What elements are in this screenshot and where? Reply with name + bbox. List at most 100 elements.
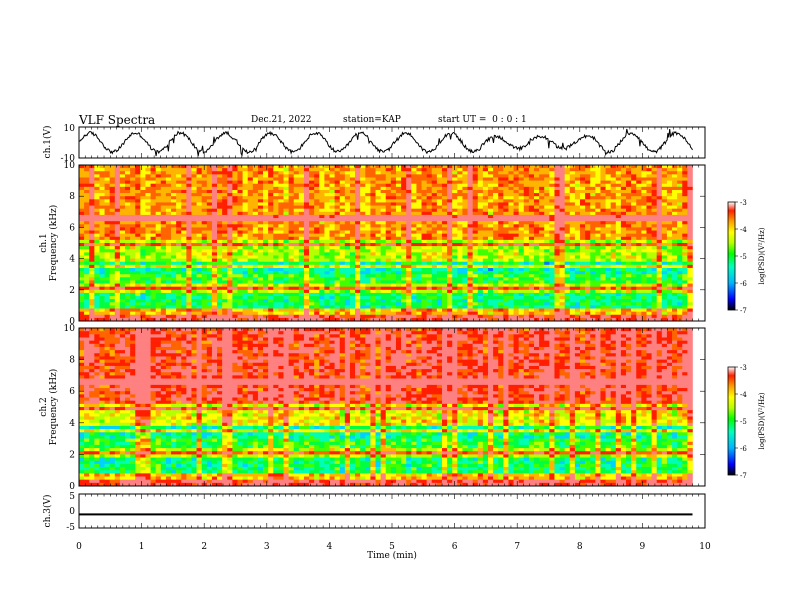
spectrogram-cell [600, 193, 606, 197]
spectrogram-cell [222, 183, 228, 188]
spectrogram-cell [666, 196, 673, 200]
spectrogram-cell [339, 233, 346, 238]
spectrogram-cell [232, 264, 238, 269]
spectrogram-cell [283, 239, 289, 244]
spectrogram-cell [431, 186, 438, 191]
spectrogram-cell [523, 274, 530, 278]
spectrogram-cell [401, 211, 407, 216]
spectrogram-cell [237, 277, 243, 281]
spectrogram-cell [196, 255, 202, 259]
spectrogram-cell [135, 168, 141, 172]
spectrogram-cell [217, 277, 223, 281]
spectrogram-cell [380, 199, 387, 203]
spectrogram-cell [191, 277, 197, 281]
spectrogram-cell [298, 199, 305, 203]
spectrogram-cell [426, 186, 433, 191]
spectrogram-cell [426, 193, 433, 197]
spectrogram-cell [518, 202, 525, 206]
spectrogram-cell [447, 274, 453, 278]
spectrogram-cell [559, 277, 565, 281]
spectrogram-cell [227, 168, 233, 172]
spectrogram-cell [395, 271, 402, 275]
spectrogram-cell [247, 165, 254, 169]
spectrogram-cell [641, 289, 647, 294]
spectrogram-cell [503, 267, 509, 272]
spectrogram-cell [580, 165, 586, 169]
spectrogram-cell [528, 189, 535, 194]
spectrogram-cell [539, 214, 545, 219]
spectrogram-cell [498, 289, 504, 294]
spectrogram-cell [390, 267, 397, 272]
spectrogram-cell [447, 239, 453, 244]
spectrogram-cell [283, 271, 289, 275]
spectrogram-cell [661, 249, 668, 253]
ch1-spectrogram-cells [79, 165, 693, 322]
spectrogram-cell [252, 186, 259, 191]
spectrogram-cell [595, 258, 601, 263]
spectrogram-cell [590, 283, 596, 287]
spectrogram-cell [564, 274, 571, 278]
spectrogram-cell [651, 261, 657, 266]
spectrogram-cell [380, 193, 387, 197]
spectrogram-cell [355, 277, 361, 281]
spectrogram-cell [119, 177, 126, 181]
spectrogram-cell [672, 274, 678, 278]
spectrogram-cell [339, 264, 346, 269]
spectrogram-cell [580, 283, 586, 287]
spectrogram-cell [150, 208, 156, 213]
spectrogram-cell [217, 283, 223, 287]
spectrogram-cell [401, 174, 407, 178]
spectrogram-cell [191, 280, 197, 284]
spectrogram-cell [130, 189, 136, 194]
spectrogram-cell [130, 283, 136, 287]
spectrogram-cell [160, 249, 167, 253]
spectrogram-cell [687, 193, 693, 197]
spectrogram-cell [206, 230, 213, 234]
spectrogram-cell [585, 221, 591, 225]
spectrogram-cell [447, 283, 453, 287]
spectrogram-cell [278, 261, 284, 266]
spectrogram-cell [666, 249, 673, 253]
spectrogram-cell [84, 193, 90, 197]
spectrogram-cell [672, 214, 678, 219]
spectrogram-cell [513, 286, 519, 291]
spectrogram-cell [165, 196, 172, 200]
spectrogram-cell [104, 227, 110, 231]
spectrogram-cell [677, 196, 683, 200]
spectrogram-cell [247, 189, 254, 194]
spectrogram-cell [252, 208, 259, 213]
spectrogram-cell [237, 280, 243, 284]
spectrogram-cell [610, 214, 617, 219]
spectrogram-cell [263, 168, 269, 172]
spectrogram-cell [334, 208, 341, 213]
spectrogram-cell [600, 174, 606, 178]
spectrogram-cell [580, 202, 586, 206]
spectrogram-cell [79, 246, 85, 250]
spectrogram-cell [375, 261, 381, 266]
spectrogram-cell [421, 183, 427, 188]
spectrogram-cell [426, 171, 433, 175]
spectrogram-cell [324, 261, 330, 266]
spectrogram-cell [416, 227, 422, 231]
spectrogram-cell [119, 171, 126, 175]
spectrogram-cell [411, 183, 417, 188]
spectrogram-cell [595, 227, 601, 231]
spectrogram-cell [273, 255, 279, 259]
spectrogram-cell [355, 227, 361, 231]
spectrogram-cell [109, 249, 116, 253]
spectrogram-cell [441, 280, 448, 284]
spectrogram-cell [109, 289, 116, 294]
spectrogram-cell [626, 230, 632, 234]
spectrogram-cell [401, 274, 407, 278]
spectrogram-cell [227, 246, 233, 250]
spectrogram-cell [140, 271, 146, 275]
spectrogram-cell [631, 168, 637, 172]
spectrogram-cell [426, 189, 433, 194]
spectrogram-cell [416, 183, 422, 188]
spectrogram-cell [344, 267, 351, 272]
spectrogram-cell [283, 165, 289, 169]
spectrogram-cell [411, 221, 417, 225]
spectrogram-cell [227, 199, 233, 203]
spectrogram-cell [441, 261, 448, 266]
spectrogram-cell [150, 239, 156, 244]
